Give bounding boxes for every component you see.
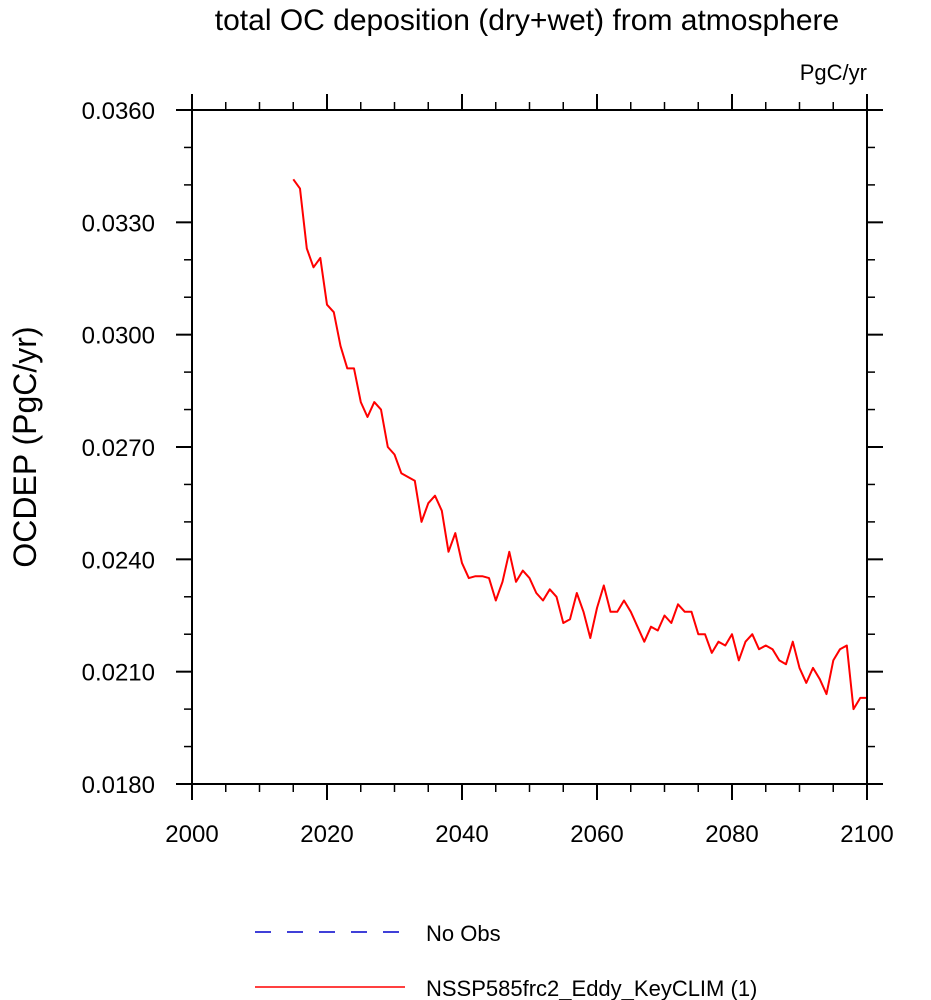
x-tick-label: 2000: [165, 821, 218, 848]
y-tick-label: 0.0210: [82, 660, 155, 687]
y-tick-label: 0.0180: [82, 772, 155, 799]
y-tick-label: 0.0360: [82, 98, 155, 125]
x-tick-label: 2040: [435, 821, 488, 848]
x-tick-label: 2080: [705, 821, 758, 848]
series-layer: [292, 178, 867, 711]
plot-frame: [191, 109, 868, 785]
axis-ticks: [176, 94, 883, 800]
x-tick-label: 2020: [300, 821, 353, 848]
series-line: [292, 178, 867, 711]
y-tick-label: 0.0270: [82, 435, 155, 462]
chart-title: total OC deposition (dry+wet) from atmos…: [215, 4, 839, 37]
legend-label-model: NSSP585frc2_Eddy_KeyCLIM (1): [426, 976, 757, 1000]
units-label: PgC/yr: [800, 60, 867, 85]
x-tick-label: 2100: [840, 821, 893, 848]
y-tick-label: 0.0330: [82, 210, 155, 237]
x-tick-label: 2060: [570, 821, 623, 848]
y-axis-label: OCDEP (PgC/yr): [7, 326, 43, 567]
y-tick-label: 0.0300: [82, 323, 155, 350]
axis-tick-labels: 2000 2020 2040 2060 2080 2100 0.0180 0.0210 0.02…: [82, 98, 894, 848]
y-tick-label: 0.0240: [82, 547, 155, 574]
legend-label-no-obs: No Obs: [426, 921, 501, 946]
legend: No Obs NSSP585frc2_Eddy_KeyCLIM (1): [255, 921, 757, 1000]
